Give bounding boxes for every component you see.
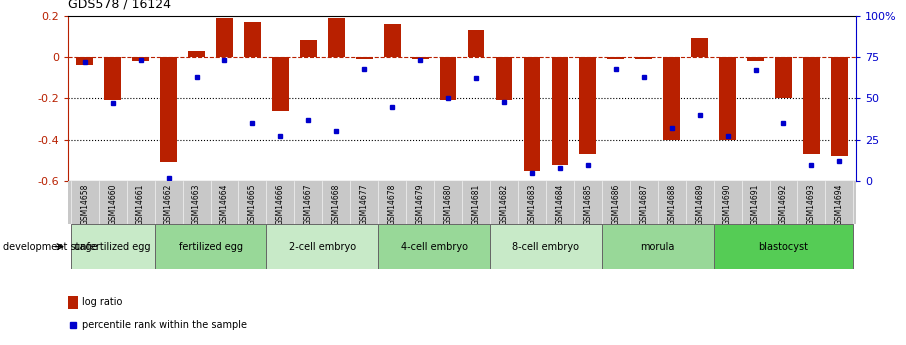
Text: GSM14693: GSM14693 xyxy=(807,183,816,225)
Bar xyxy=(747,57,764,61)
Bar xyxy=(328,18,344,57)
Text: GSM14683: GSM14683 xyxy=(527,183,536,225)
Text: unfertilized egg: unfertilized egg xyxy=(74,242,151,252)
Text: GDS578 / 16124: GDS578 / 16124 xyxy=(68,0,171,11)
Text: GSM14665: GSM14665 xyxy=(248,183,257,225)
Text: GSM14678: GSM14678 xyxy=(388,183,397,225)
Bar xyxy=(552,57,568,165)
Bar xyxy=(244,22,261,57)
Text: 8-cell embryo: 8-cell embryo xyxy=(513,242,580,252)
Text: GSM14682: GSM14682 xyxy=(499,183,508,225)
Text: GSM14658: GSM14658 xyxy=(81,183,89,225)
Bar xyxy=(266,224,378,269)
Text: log ratio: log ratio xyxy=(82,297,123,307)
Text: GSM14694: GSM14694 xyxy=(835,183,843,225)
Bar xyxy=(71,224,155,269)
Text: GSM14691: GSM14691 xyxy=(751,183,760,225)
Bar xyxy=(104,57,121,100)
Text: morula: morula xyxy=(641,242,675,252)
Text: GSM14680: GSM14680 xyxy=(444,183,453,225)
Text: blastocyst: blastocyst xyxy=(758,242,808,252)
Bar xyxy=(803,57,820,154)
Bar xyxy=(217,18,233,57)
Text: development stage: development stage xyxy=(3,242,97,252)
Text: percentile rank within the sample: percentile rank within the sample xyxy=(82,319,247,329)
Bar xyxy=(132,57,149,61)
Bar xyxy=(272,57,289,111)
Bar xyxy=(155,224,266,269)
Text: GSM14663: GSM14663 xyxy=(192,183,201,225)
Bar xyxy=(490,224,602,269)
Text: GSM14692: GSM14692 xyxy=(779,183,788,225)
Bar xyxy=(524,57,540,171)
Bar xyxy=(831,57,848,156)
Text: GSM14681: GSM14681 xyxy=(471,183,480,225)
Bar xyxy=(356,57,372,59)
Text: GSM14686: GSM14686 xyxy=(612,183,621,225)
Text: GSM14689: GSM14689 xyxy=(695,183,704,225)
Text: GSM14679: GSM14679 xyxy=(416,183,425,225)
Text: fertilized egg: fertilized egg xyxy=(178,242,243,252)
Text: GSM14685: GSM14685 xyxy=(583,183,593,225)
Bar xyxy=(160,57,177,162)
Text: GSM14660: GSM14660 xyxy=(108,183,117,225)
Bar xyxy=(68,296,78,309)
Bar xyxy=(663,57,680,140)
Text: GSM14687: GSM14687 xyxy=(640,183,648,225)
Text: GSM14667: GSM14667 xyxy=(304,183,313,225)
Bar xyxy=(714,224,853,269)
Text: GSM14677: GSM14677 xyxy=(360,183,369,225)
Text: GSM14662: GSM14662 xyxy=(164,183,173,225)
Text: 4-cell embryo: 4-cell embryo xyxy=(400,242,467,252)
Bar xyxy=(467,30,485,57)
Bar xyxy=(607,57,624,59)
Bar xyxy=(691,38,708,57)
Bar xyxy=(635,57,652,59)
Bar xyxy=(776,57,792,98)
Text: GSM14661: GSM14661 xyxy=(136,183,145,225)
Bar xyxy=(439,57,457,100)
Text: GSM14666: GSM14666 xyxy=(276,183,284,225)
Text: GSM14690: GSM14690 xyxy=(723,183,732,225)
Bar xyxy=(496,57,513,100)
Text: GSM14664: GSM14664 xyxy=(220,183,229,225)
Bar xyxy=(719,57,736,140)
Text: GSM14688: GSM14688 xyxy=(667,183,676,225)
Text: GSM14684: GSM14684 xyxy=(555,183,564,225)
Bar xyxy=(602,224,714,269)
Bar xyxy=(76,57,93,65)
Bar xyxy=(580,57,596,154)
Bar xyxy=(384,24,400,57)
Bar xyxy=(188,51,205,57)
Bar xyxy=(378,224,490,269)
Bar xyxy=(300,40,317,57)
Text: 2-cell embryo: 2-cell embryo xyxy=(289,242,356,252)
Text: GSM14668: GSM14668 xyxy=(332,183,341,225)
Bar xyxy=(411,57,429,59)
